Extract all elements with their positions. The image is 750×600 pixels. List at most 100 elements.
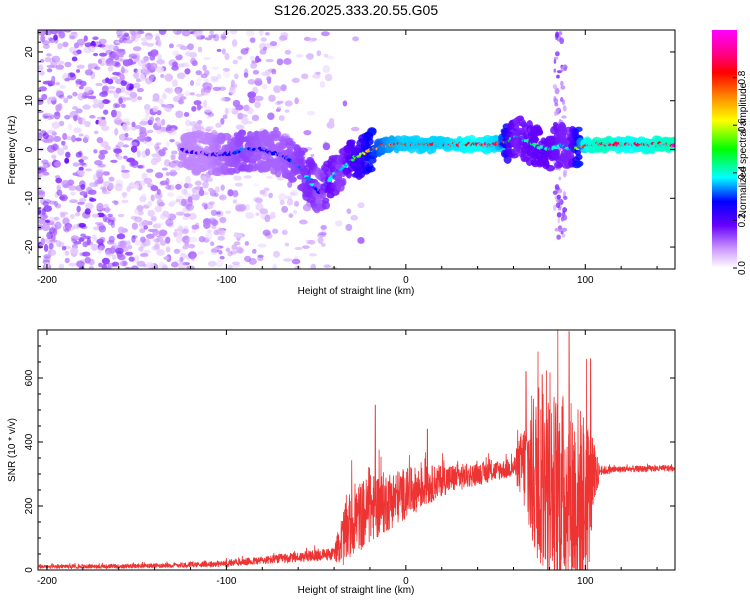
spectrogram-noise-blob	[106, 78, 114, 85]
spectrogram-noise-blob	[216, 48, 222, 52]
spectrogram-noise-blob	[117, 141, 124, 147]
spectrogram-noise-blob	[232, 261, 240, 266]
spectrogram-noise-blob	[102, 214, 108, 223]
spectrogram-noise-blob	[323, 264, 332, 269]
spectrogram-noise-blob	[171, 30, 178, 34]
spectrogram-noise-blob	[272, 250, 280, 258]
spectrogram-noise-blob	[249, 37, 256, 43]
spectrogram-noise-blob	[228, 107, 235, 114]
spectrogram-noise-blob	[136, 87, 144, 93]
spectrogram-noise-blob	[167, 213, 177, 221]
spectrogram-noise-blob	[133, 216, 143, 223]
spectrogram-noise-blob	[277, 105, 282, 110]
spectrogram-noise-blob	[122, 118, 130, 124]
spectrogram-noise-blob	[207, 260, 217, 267]
spectrogram-noise-blob	[156, 249, 165, 256]
spectrogram-noise-blob	[208, 187, 214, 192]
spectrogram-noise-blob	[165, 246, 171, 253]
spectrogram-noise-blob	[64, 227, 70, 233]
spectrogram-noise-blob	[110, 159, 118, 163]
spectrogram-noise-blob	[182, 235, 191, 244]
y-tick-label: 20	[24, 46, 35, 58]
spectrogram-noise-blob	[255, 212, 260, 216]
spectrogram-noise-blob	[299, 219, 308, 225]
spectrogram-noise-blob	[191, 224, 200, 230]
spectrogram-noise-blob	[554, 87, 560, 95]
spectrogram-noise-blob	[560, 97, 564, 103]
spectrogram-noise-blob	[92, 36, 99, 41]
spectrogram-noise-blob	[116, 233, 126, 240]
spectrogram-noise-blob	[557, 206, 562, 211]
spectrogram-noise-blob	[141, 68, 151, 76]
spectrogram-noise-blob	[217, 227, 223, 235]
spectrogram-noise-blob	[68, 262, 78, 267]
spectrogram-noise-blob	[58, 103, 63, 111]
spectrogram-noise-blob	[152, 228, 159, 236]
x-tick-label: -100	[216, 275, 236, 286]
spectrogram-ridge-blob	[221, 132, 232, 141]
spectrogram-noise-blob	[75, 151, 82, 158]
spectrogram-noise-blob	[328, 118, 335, 124]
spectrogram-noise-blob	[111, 261, 120, 267]
spectrogram-noise-blob	[141, 219, 150, 227]
spectrogram-noise-blob	[173, 248, 181, 254]
spectrogram-noise-blob	[101, 43, 110, 51]
spectrogram-noise-blob	[100, 125, 110, 131]
spectrogram-ridge-blob	[365, 166, 376, 173]
spectrogram-noise-blob	[154, 192, 163, 200]
spectrogram-noise-blob	[191, 187, 197, 194]
spectrogram-noise-blob	[72, 91, 78, 97]
spectrogram-noise-blob	[79, 197, 87, 203]
spectrogram-noise-blob	[259, 48, 267, 55]
spectrogram-noise-blob	[118, 37, 124, 43]
spectrogram-noise-blob	[82, 104, 91, 110]
spectrogram-noise-blob	[273, 85, 282, 93]
spectrogram-noise-blob	[301, 245, 310, 249]
spectrogram-noise-blob	[203, 56, 212, 61]
spectrogram-noise-blob	[255, 77, 262, 82]
spectrogram-noise-blob	[243, 68, 249, 77]
spectrogram-noise-blob	[107, 44, 115, 50]
spectrogram-noise-blob	[175, 88, 181, 95]
spectrogram-noise-blob	[55, 89, 62, 96]
spectrogram-noise-blob	[176, 211, 185, 216]
spectrogram-noise-blob	[56, 189, 63, 196]
spectrogram-noise-blob	[87, 189, 97, 195]
spectrogram-noise-blob	[193, 100, 202, 106]
spectrogram-noise-blob	[233, 233, 243, 238]
spectrogram-noise-blob	[139, 126, 147, 135]
spectrogram-noise-blob	[154, 33, 161, 38]
spectrogram-noise-blob	[51, 121, 61, 129]
spectrogram-noise-blob	[100, 140, 109, 148]
spectrogram-noise-blob	[216, 73, 222, 80]
spectrogram-noise-blob	[84, 120, 91, 128]
spectrogram-noise-blob	[231, 189, 239, 198]
spectrogram-noise-blob	[357, 236, 365, 244]
spectrogram-noise-blob	[149, 116, 155, 123]
spectrogram-noise-blob	[251, 114, 260, 122]
spectrogram-noise-blob	[555, 31, 560, 38]
spectrogram-noise-blob	[69, 247, 79, 254]
colorbar-tick-label: 0.8	[737, 70, 748, 84]
spectrogram-noise-blob	[237, 55, 243, 60]
spectrogram-noise-blob	[197, 250, 204, 255]
spectrogram-noise-blob	[115, 87, 122, 94]
spectrogram-noise-blob	[41, 159, 49, 164]
spectrogram-noise-blob	[310, 37, 318, 42]
spectrogram-noise-blob	[147, 51, 153, 57]
spectrogram-noise-blob	[197, 46, 203, 53]
spectrogram-ridge-blob	[468, 134, 476, 143]
spectrogram-noise-blob	[190, 253, 196, 262]
spectrogram-noise-blob	[72, 224, 80, 230]
spectrogram-noise-blob	[76, 49, 82, 55]
spectrogram-noise-blob	[151, 153, 160, 158]
spectrogram-noise-blob	[259, 30, 264, 37]
spectrogram-noise-blob	[75, 108, 83, 114]
spectrogram-noise-blob	[124, 266, 132, 269]
spectrogram-noise-blob	[182, 216, 189, 221]
spectrogram-noise-blob	[219, 255, 225, 260]
spectrogram-noise-blob	[52, 227, 58, 236]
spectrogram-noise-blob	[93, 52, 99, 57]
spectrogram-noise-blob	[320, 31, 330, 37]
spectrogram-noise-blob	[257, 243, 267, 248]
